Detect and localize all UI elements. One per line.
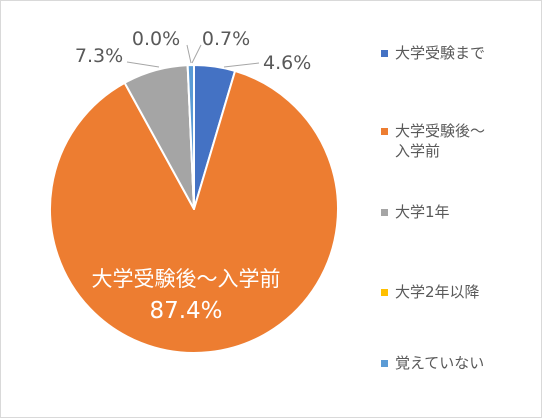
leader-line-3 (186, 44, 192, 64)
leader-line-2 (126, 61, 160, 68)
data-label-2: 7.3% (75, 45, 123, 67)
legend-label-0: 大学受験まで (395, 44, 486, 62)
legend-item-4: 覚えていない (381, 353, 531, 373)
legend-item-0: 大学受験まで (381, 43, 531, 63)
data-label-1: 87.4% (149, 298, 222, 324)
legend-item-3: 大学2年以降 (381, 282, 531, 302)
legend-swatch-2 (381, 209, 388, 216)
legend-item-2: 大学1年 (381, 202, 531, 222)
legend-swatch-0 (381, 50, 388, 57)
legend-label-1: 大学受験後～ 入学前 (395, 122, 486, 160)
legend-swatch-3 (381, 289, 388, 296)
legend-label-4: 覚えていない (395, 354, 485, 372)
legend-label-2: 大学1年 (395, 203, 450, 221)
pie-slice-4 (186, 64, 195, 210)
legend-swatch-1 (381, 128, 388, 135)
data-label-0: 4.6% (263, 52, 311, 74)
data-label-3: 0.0% (132, 28, 180, 50)
inside-category-label: 大学受験後～入学前 (92, 267, 281, 291)
legend-label-3: 大学2年以降 (395, 283, 480, 301)
leader-line-4 (191, 44, 202, 64)
pie-slice-1 (49, 69, 339, 354)
legend-swatch-4 (381, 360, 388, 367)
legend-item-1: 大学受験後～ 入学前 (381, 121, 531, 161)
data-label-4: 0.7% (202, 28, 250, 50)
leader-line-0 (223, 62, 260, 68)
